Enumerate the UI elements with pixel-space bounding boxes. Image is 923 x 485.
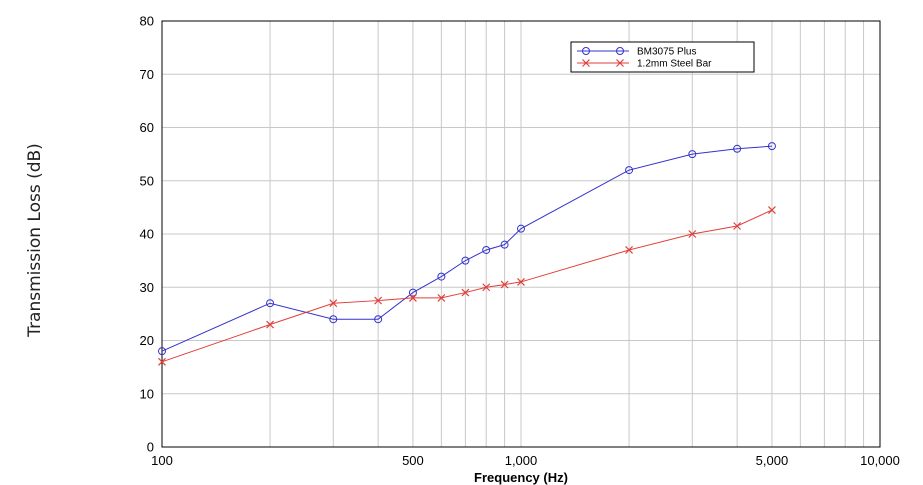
data-point <box>500 280 509 289</box>
legend-label: 1.2mm Steel Bar <box>637 59 712 70</box>
series-0 <box>158 142 776 356</box>
data-point <box>688 150 697 159</box>
data-point <box>688 230 697 238</box>
legend-marker <box>616 47 624 55</box>
data-point <box>517 278 525 286</box>
data-point <box>767 142 776 151</box>
legend-marker <box>582 47 590 55</box>
y-axis-label: Transmission Loss (dB) <box>25 143 45 338</box>
series-1 <box>158 206 776 366</box>
y-tick-label: 40 <box>140 227 154 242</box>
x-axis-label: Frequency (Hz) <box>474 470 568 485</box>
y-tick-label: 70 <box>140 67 154 82</box>
plot-frame <box>161 20 881 448</box>
data-point <box>409 293 417 302</box>
data-point <box>329 299 338 308</box>
legend-box <box>570 41 755 73</box>
x-axis: 100 500 1,000 5,000 10,000 <box>151 453 900 468</box>
data-point <box>733 222 742 230</box>
legend-label: BM3075 Plus <box>637 47 696 58</box>
data-point <box>625 166 634 175</box>
data-point <box>374 315 383 324</box>
x-tick-label: 1,000 <box>505 453 538 468</box>
y-tick-label: 10 <box>140 386 154 401</box>
y-tick-label: 50 <box>140 173 154 188</box>
data-point <box>461 256 470 265</box>
data-point <box>266 299 275 308</box>
data-point <box>437 272 446 281</box>
data-point <box>482 245 491 254</box>
data-point <box>461 288 470 297</box>
data-point <box>437 293 446 302</box>
y-tick-label: 0 <box>147 440 154 455</box>
y-tick-label: 20 <box>140 333 154 348</box>
data-point <box>625 246 633 254</box>
legend-marker <box>582 59 590 67</box>
x-tick-label: 10,000 <box>860 453 900 468</box>
data-point <box>329 315 338 324</box>
data-point <box>500 240 509 249</box>
series-line <box>161 145 772 352</box>
legend-marker <box>616 59 624 67</box>
x-tick-label: 5,000 <box>756 453 789 468</box>
series-line <box>161 209 773 363</box>
y-axis: 0 10 20 30 40 50 60 70 80 <box>140 14 154 455</box>
grid <box>162 21 880 447</box>
y-tick-label: 30 <box>140 280 154 295</box>
data-point <box>517 224 525 233</box>
data-point <box>733 144 742 153</box>
data-point <box>158 357 166 366</box>
y-tick-label: 80 <box>140 14 154 29</box>
data-point <box>768 206 776 214</box>
data-point <box>266 320 274 329</box>
x-tick-label: 100 <box>151 453 173 468</box>
x-tick-label: 500 <box>402 453 424 468</box>
data-point <box>408 288 417 297</box>
data-point <box>374 296 383 305</box>
data-point <box>482 283 491 292</box>
y-tick-label: 60 <box>140 120 154 135</box>
series-layer <box>158 142 776 366</box>
data-point <box>158 347 166 356</box>
